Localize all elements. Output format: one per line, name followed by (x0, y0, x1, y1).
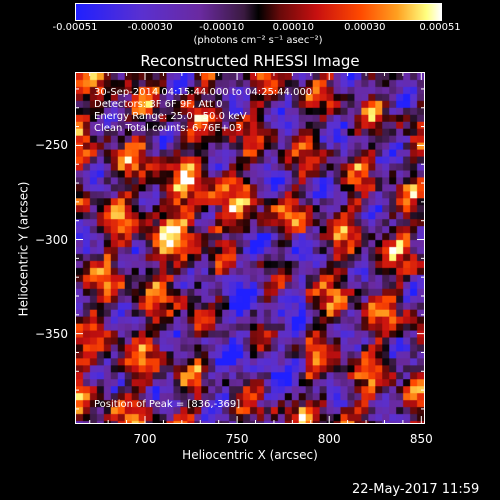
chart-title: Reconstructed RHESSI Image (140, 52, 360, 70)
colorbar-units: (photons cm⁻² s⁻¹ asec⁻²) (193, 35, 323, 46)
y-axis-label: Heliocentric Y (arcsec) (16, 181, 31, 317)
x-tick-label: 750 (225, 432, 249, 446)
colorbar (75, 3, 442, 21)
annotation-energy: Energy Range: 25.0 - 50.0 keV (94, 111, 247, 122)
heatmap-image (76, 73, 424, 423)
timestamp: 22-May-2017 11:59 (352, 482, 480, 497)
y-tick-label: −300 (35, 232, 68, 247)
annotation-detectors: Detectors: 3F 6F 9F, Att 0 (94, 99, 223, 110)
colorbar-tick-label: -0.00051 (52, 22, 98, 33)
x-axis-label: Heliocentric X (arcsec) (182, 448, 318, 462)
colorbar-tick-label: -0.00030 (127, 22, 173, 33)
colorbar-tick-label: 0.00010 (272, 22, 314, 33)
colorbar-tick-label: -0.00010 (199, 22, 245, 33)
colorbar-tick-label: 0.00051 (419, 22, 461, 33)
y-tick-label: −250 (35, 138, 68, 153)
x-tick-label: 800 (317, 432, 341, 446)
annotation-counts: Clean Total counts: 6.76E+03 (94, 123, 242, 134)
y-tick-label: −350 (35, 326, 68, 341)
x-tick-label: 700 (133, 432, 157, 446)
annotation-peak: Position of Peak = [836,-369] (94, 399, 241, 410)
annotation-time: 30-Sep-2014 04:15:44.000 to 04:25:44.000 (94, 87, 313, 98)
plot-area: 30-Sep-2014 04:15:44.000 to 04:25:44.000… (75, 72, 425, 424)
x-tick-label: 850 (409, 432, 433, 446)
colorbar-tick-label: 0.00030 (344, 22, 386, 33)
